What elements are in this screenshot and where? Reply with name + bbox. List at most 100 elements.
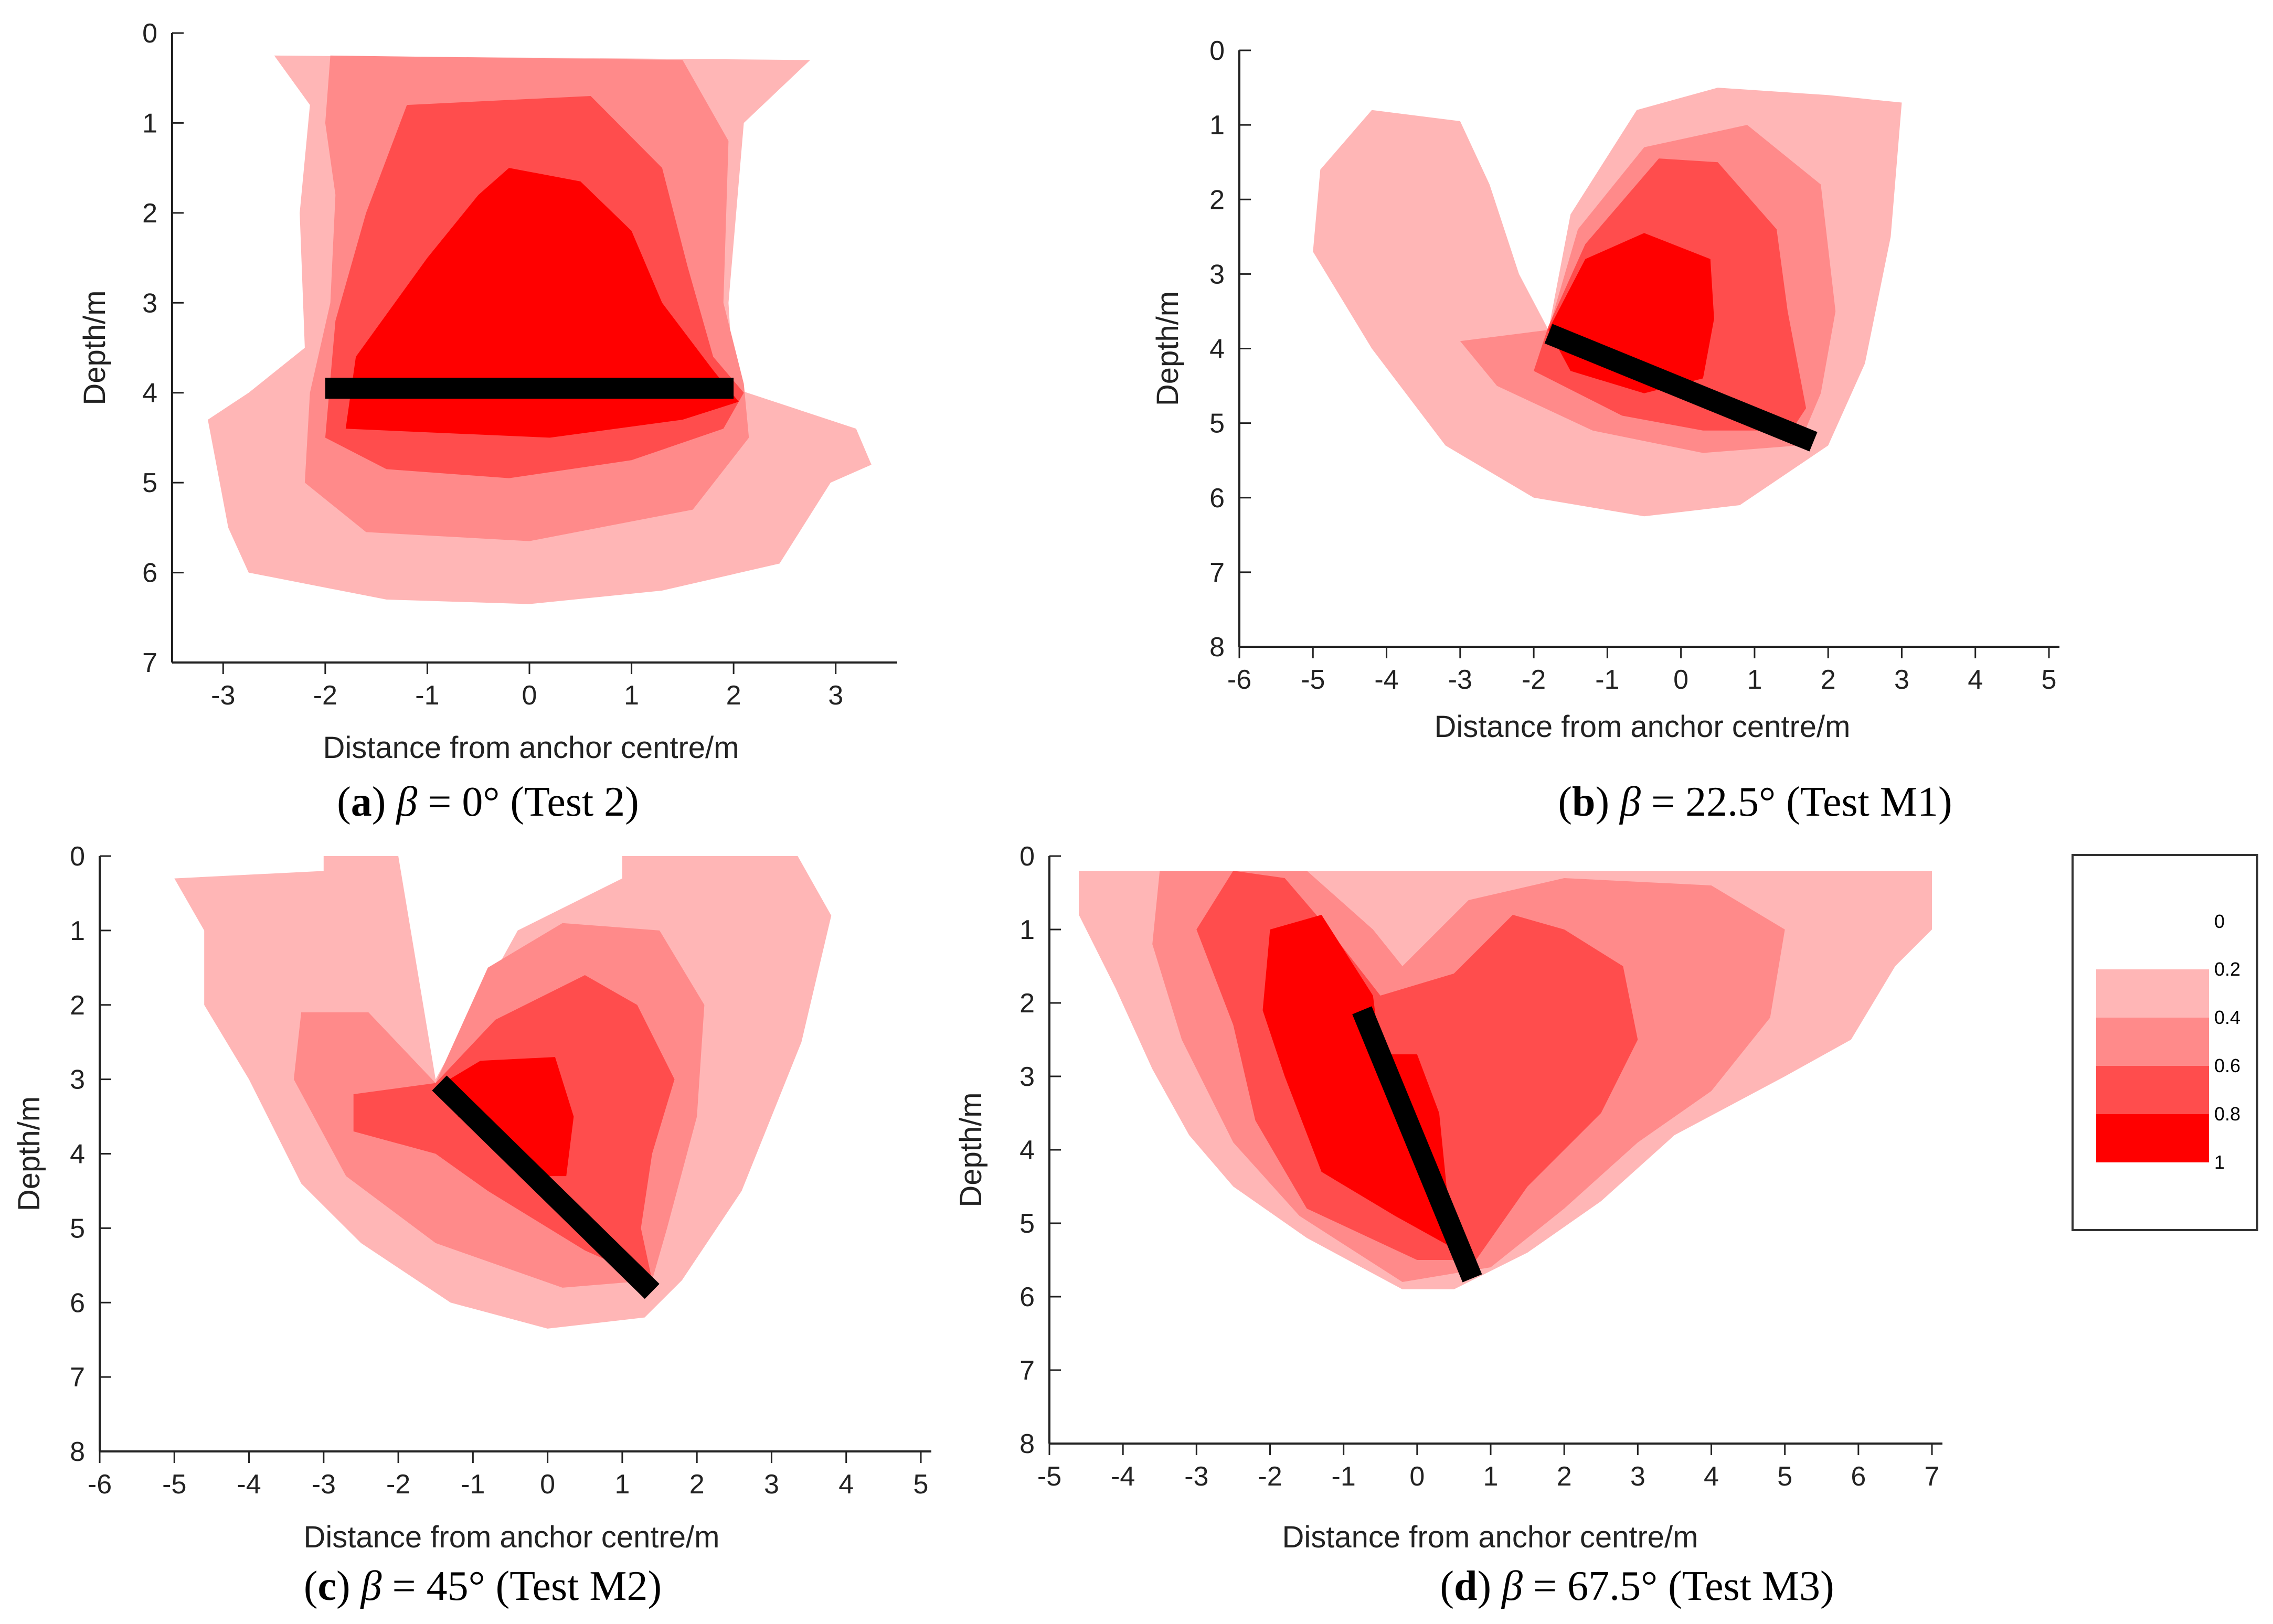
x-tick-label: 3 (764, 1469, 779, 1500)
x-tick-label: -1 (1332, 1461, 1356, 1492)
y-tick-label: 2 (142, 198, 157, 229)
x-tick-label: 6 (1851, 1461, 1866, 1492)
legend-swatch (2096, 1018, 2209, 1066)
y-tick-label: 6 (70, 1288, 85, 1318)
y-tick-label: 2 (70, 990, 85, 1021)
x-tick-label: -2 (1258, 1461, 1282, 1492)
y-tick-label: 0 (142, 18, 157, 49)
x-axis-title: Distance from anchor centre/m (304, 1520, 720, 1554)
x-tick-label: -1 (1595, 665, 1619, 695)
panel-caption: (b) β = 22.5° (Test M1) (1558, 779, 1952, 825)
panel-caption: (a) β = 0° (Test 2) (337, 779, 639, 825)
x-tick-label: -2 (386, 1469, 410, 1500)
x-tick-label: 2 (726, 680, 741, 711)
x-tick-label: -6 (1227, 665, 1251, 695)
x-tick-label: -3 (312, 1469, 336, 1500)
x-tick-label: -3 (1184, 1461, 1208, 1492)
panel-d: 0 1 2 3 4 5 6 7 8-5 -4 -3 -2 -1 0 1 2 3 4 5 6 7 Distance from… (954, 841, 1942, 1609)
y-axis-title: Depth/m (78, 290, 112, 405)
x-tick-label: -1 (461, 1469, 485, 1500)
legend-label: 0 (2214, 911, 2225, 932)
x-tick-label: -5 (162, 1469, 186, 1500)
panel-b: 0 1 2 3 4 5 6 7 8-6 -5 -4 -3 -2 -1 0 1 2 3 4 5 Distance from… (1151, 36, 2059, 825)
legend-label: 0.8 (2214, 1103, 2240, 1125)
x-tick-label: 4 (1968, 665, 1983, 695)
y-tick-label: 1 (1209, 110, 1225, 141)
y-tick-label: 5 (142, 468, 157, 498)
x-tick-label: -4 (1111, 1461, 1135, 1492)
x-tick-label: -6 (88, 1469, 112, 1500)
x-tick-label: 5 (914, 1469, 929, 1500)
y-tick-label: 5 (1209, 409, 1225, 439)
panel-c: 0 1 2 3 4 5 6 7 8-6 -5 -4 -3 -2 -1 0 1 2 3 4 5 Distance from… (12, 841, 931, 1609)
y-tick-label: 2 (1019, 988, 1035, 1019)
x-axis-title: Distance from anchor centre/m (1282, 1520, 1698, 1554)
x-tick-label: 3 (1894, 665, 1909, 695)
y-tick-label: 7 (1019, 1355, 1035, 1386)
y-tick-label: 6 (142, 558, 157, 589)
y-tick-label: 3 (1019, 1062, 1035, 1092)
y-tick-label: 7 (1209, 558, 1225, 588)
y-axis-title: Depth/m (954, 1092, 988, 1207)
x-tick-label: 1 (1747, 665, 1762, 695)
y-tick-label: 5 (70, 1213, 85, 1244)
x-tick-label: 5 (1777, 1461, 1792, 1492)
y-tick-label: 2 (1209, 185, 1225, 215)
legend-label: 1 (2214, 1151, 2225, 1173)
y-tick-label: 4 (70, 1139, 85, 1170)
y-tick-label: 7 (70, 1362, 85, 1393)
x-tick-label: -4 (1374, 665, 1398, 695)
x-tick-label: 0 (522, 680, 537, 711)
x-tick-label: -3 (211, 680, 235, 711)
x-tick-label: -2 (313, 680, 337, 711)
x-tick-label: -4 (237, 1469, 261, 1500)
x-tick-label: 5 (2042, 665, 2057, 695)
contour-0.8-1 (1262, 915, 1461, 1253)
legend-label: 0.2 (2214, 958, 2240, 980)
x-tick-label: -5 (1301, 665, 1325, 695)
y-tick-label: 5 (1019, 1209, 1035, 1239)
x-tick-label: -1 (415, 680, 439, 711)
x-tick-label: 4 (1704, 1461, 1719, 1492)
y-tick-label: 1 (1019, 915, 1035, 945)
anchor-plate (1352, 1006, 1482, 1283)
legend-swatch (2096, 1066, 2209, 1114)
x-tick-label: 2 (1557, 1461, 1572, 1492)
legend-swatch (2096, 969, 2209, 1018)
x-tick-label: 3 (1630, 1461, 1645, 1492)
y-tick-label: 4 (1019, 1135, 1035, 1166)
y-tick-label: 3 (1209, 259, 1225, 290)
x-tick-label: 1 (1483, 1461, 1499, 1492)
y-tick-label: 8 (70, 1437, 85, 1467)
y-tick-label: 1 (142, 108, 157, 138)
y-tick-label: 8 (1209, 632, 1225, 663)
contour-0.8-1 (345, 168, 739, 438)
panel-caption: (d) β = 67.5° (Test M3) (1440, 1563, 1834, 1609)
x-tick-label: 0 (540, 1469, 555, 1500)
y-tick-label: 6 (1209, 483, 1225, 514)
y-tick-label: 6 (1019, 1282, 1035, 1312)
y-tick-label: 7 (142, 648, 157, 678)
y-tick-label: 8 (1019, 1429, 1035, 1459)
x-tick-label: -5 (1037, 1461, 1061, 1492)
y-tick-label: 0 (70, 841, 85, 872)
x-tick-label: 1 (624, 680, 639, 711)
y-tick-label: 0 (1209, 36, 1225, 66)
x-tick-label: 1 (614, 1469, 630, 1500)
x-tick-label: 7 (1925, 1461, 1940, 1492)
panel-caption: (c) β = 45° (Test M2) (304, 1563, 662, 1609)
contour-0.8-1 (443, 1057, 574, 1177)
panel-a: 0 1 2 3 4 5 6 7 -3 -2 -1 0 1 2 3 Distance from anchor c… (78, 18, 897, 825)
x-tick-label: 0 (1673, 665, 1688, 695)
y-tick-label: 3 (142, 288, 157, 318)
x-tick-label: 2 (689, 1469, 705, 1500)
x-tick-label: 4 (838, 1469, 854, 1500)
y-axis-title: Depth/m (1151, 291, 1185, 406)
y-tick-label: 3 (70, 1065, 85, 1095)
anchor-plate (432, 1075, 660, 1299)
x-tick-label: -2 (1522, 665, 1546, 695)
x-tick-label: 3 (828, 680, 843, 711)
y-axis-title: Depth/m (12, 1096, 46, 1211)
y-tick-label: 0 (1019, 841, 1035, 872)
